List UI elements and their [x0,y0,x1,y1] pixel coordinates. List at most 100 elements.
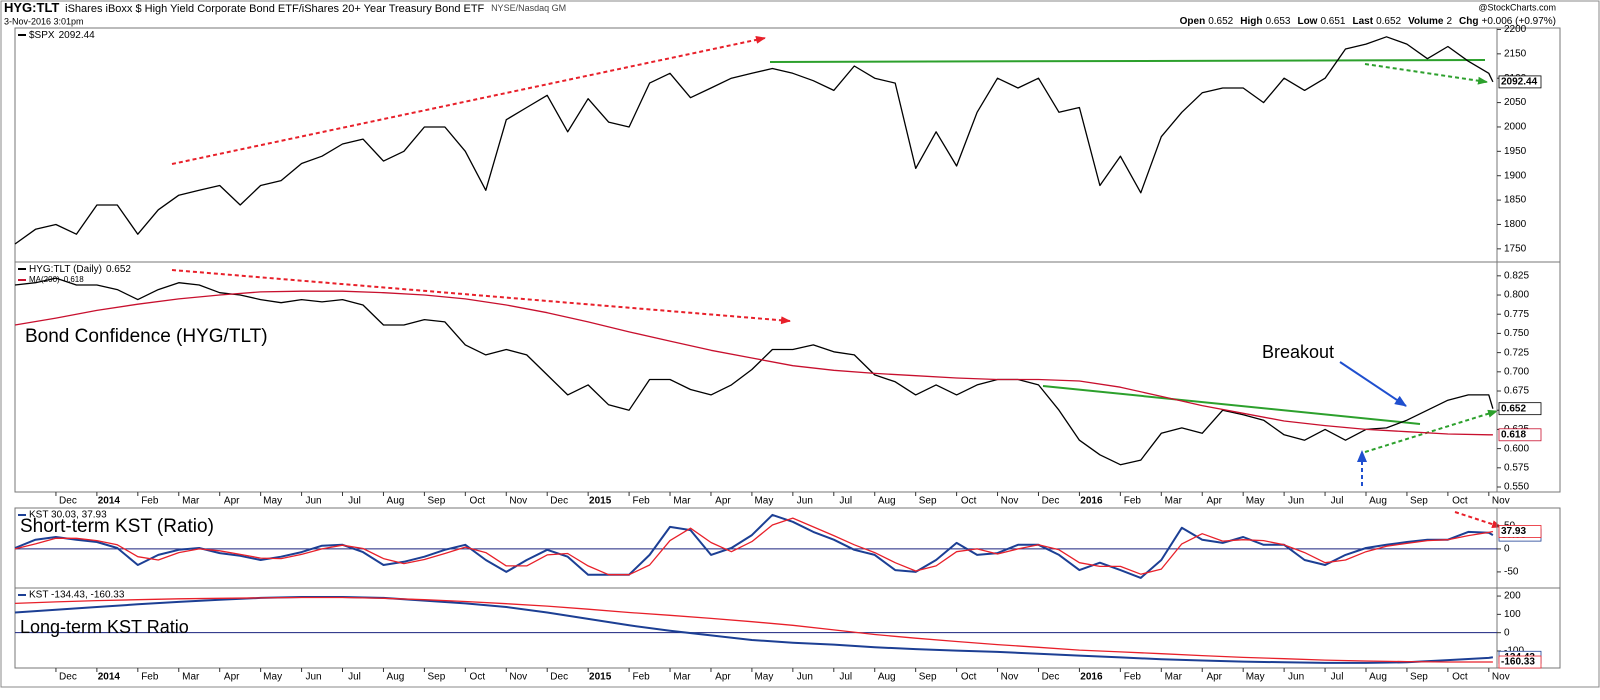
annotation: Long-term KST Ratio [20,617,189,637]
watermark: @StockCharts.com [1478,2,1556,12]
y-tick-label: 0.600 [1504,443,1529,454]
x-tick-label: Jun [306,672,322,683]
x-tick-label: Sep [1410,672,1428,683]
x-tick-label: Feb [1124,496,1142,507]
legend-value: 2092.44 [59,30,96,41]
x-tick-label: Jun [306,496,322,507]
x-tick-label: Nov [509,672,527,683]
x-tick-label: Oct [470,496,486,507]
panel [14,587,1561,669]
x-tick-label: Jul [348,496,361,507]
stat-label: High [1240,16,1262,27]
y-tick-label: 0.550 [1504,482,1529,493]
legend: HYG:TLT (Daily) 0.652 [29,264,131,275]
x-tick-label: 2015 [589,672,612,683]
x-tick-label: Apr [715,672,731,683]
stat-value: 0.652 [1376,16,1401,27]
y-tick-label: 100 [1504,609,1521,620]
x-tick-label: Mar [1165,672,1183,683]
series-line [14,596,1493,663]
y-tick-label: 0.775 [1504,309,1529,320]
x-tick-label: Mar [673,672,691,683]
legend-name: HYG:TLT (Daily) [29,264,102,275]
stat-value: 0.651 [1320,16,1345,27]
x-tick-label: Apr [1206,496,1222,507]
symbol: HYG:TLT [4,0,59,15]
y-tick-label: 0.575 [1504,462,1529,473]
x-tick-label: Jul [348,672,361,683]
exchange: NYSE/Nasdaq GM [491,3,566,13]
x-tick-label: Mar [182,672,200,683]
last-value-label: -160.33 [1501,657,1535,668]
y-tick-label: 0.825 [1504,270,1529,281]
x-tick-label: Feb [632,672,650,683]
y-tick-label: 0.725 [1504,347,1529,358]
x-tick-label: Mar [1165,496,1183,507]
series-line [14,513,1494,579]
x-tick-label: Dec [550,496,568,507]
stat-label: Chg [1459,16,1478,27]
x-tick-label: May [754,496,773,507]
last-value-box [1498,428,1542,442]
y-tick-label: 1800 [1504,219,1527,230]
x-tick-label: Dec [1042,496,1060,507]
last-value-label: 37.93 [1501,526,1526,537]
y-tick-label: 0 [1504,627,1510,638]
last-value-box [1498,75,1542,89]
x-tick-label: Jun [797,672,813,683]
x-tick-label: Aug [1369,496,1387,507]
y-tick-label: 1950 [1504,146,1527,157]
x-tick-label: Oct [1452,496,1468,507]
x-tick-label: Feb [141,496,159,507]
legend: MA(200) 0.618 [29,275,84,284]
x-tick-label: Jul [1331,496,1344,507]
annotation: Breakout [1262,342,1334,362]
x-tick-label: Dec [550,672,568,683]
last-value-label: 0.618 [1501,429,1526,440]
x-tick-label: Oct [1452,672,1468,683]
x-tick-label: Jul [839,672,852,683]
x-tick-label: Jul [1331,672,1344,683]
last-value-box [1498,655,1542,669]
x-tick-label: Aug [387,672,405,683]
annotations-layout [171,35,1502,529]
x-tick-label: Oct [470,672,486,683]
x-tick-label: 2016 [1080,672,1103,683]
x-tick-label: 2014 [98,672,121,683]
x-tick-label: May [1246,496,1265,507]
annotation: Short-term KST (Ratio) [20,516,214,537]
legend-name: MA(200) [29,275,60,284]
y-tick-label: 1900 [1504,170,1527,181]
x-tick-label: Dec [1042,672,1060,683]
y-tick-label: 0 [1504,544,1510,555]
trend-arrow [1454,511,1502,529]
legend: KST -134.43, -160.33 [29,590,125,601]
x-tick-label: Apr [1206,672,1222,683]
y-tick-label: 0.700 [1504,366,1529,377]
breakout-arrow [1339,361,1407,407]
x-tick-label: Apr [224,496,240,507]
y-tick-label: 2050 [1504,97,1527,108]
x-tick-label: Oct [961,496,977,507]
stat-label: Low [1297,16,1317,27]
stat-label: Open [1180,16,1206,27]
x-tick-label: Feb [141,672,159,683]
x-tick-label: Apr [715,496,731,507]
stat-value: 0.652 [1208,16,1233,27]
legend-value: 0.652 [106,264,131,275]
y-tick-label: 200 [1504,591,1521,602]
trend-arrow [171,269,791,325]
x-tick-label: Nov [1001,672,1019,683]
x-tick-label: May [754,672,773,683]
x-tick-label: Jun [797,496,813,507]
x-tick-label: Jul [839,496,852,507]
x-tick-label: May [263,496,282,507]
x-tick-label: Sep [1410,496,1428,507]
x-tick-label: Aug [387,496,405,507]
x-tick-label: Sep [919,672,937,683]
x-tick-label: Sep [427,672,445,683]
x-tick-label: Dec [59,672,77,683]
x-tick-label: Feb [1124,672,1142,683]
x-tick-label: Aug [1369,672,1387,683]
